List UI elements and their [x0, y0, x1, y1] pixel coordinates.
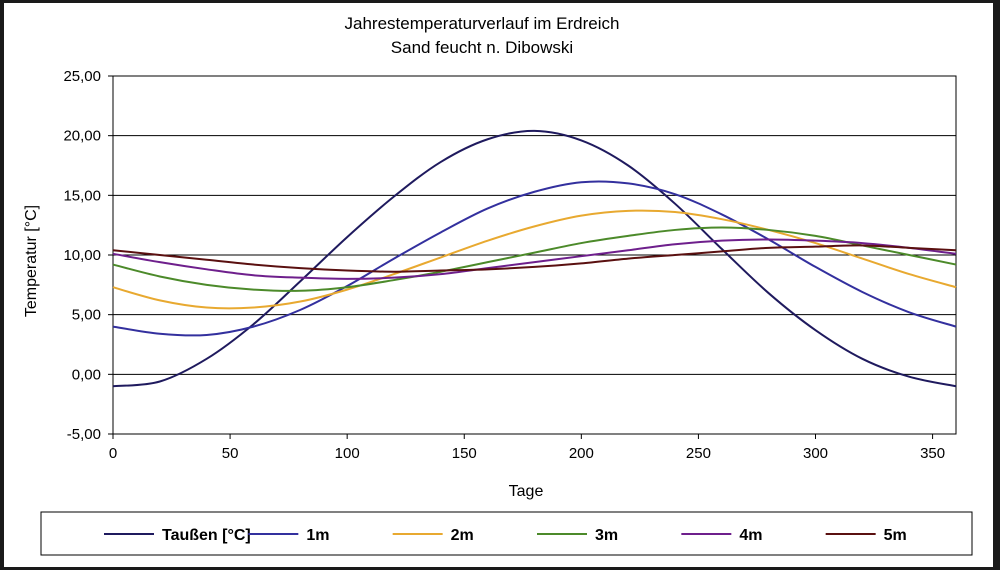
legend-label-4: 3m — [595, 527, 618, 544]
legend-label-5: 4m — [739, 527, 762, 544]
chart-frame: Jahrestemperaturverlauf im Erdreich Sand… — [4, 3, 993, 567]
y-tick-label: 10,00 — [63, 247, 101, 264]
series-line-3 — [112, 209, 957, 310]
series-lines — [112, 129, 957, 388]
gridlines — [113, 75, 956, 435]
y-axis-label: Temperatur [°C] — [23, 205, 40, 317]
y-tick-label: 0,00 — [72, 366, 101, 383]
chart-title: Jahrestemperaturverlauf im Erdreich — [345, 14, 620, 33]
series-line-4 — [112, 226, 957, 292]
x-axis-ticks: 0 50 100 150 200 250 300 350 — [109, 434, 945, 462]
x-tick-label: 200 — [569, 445, 594, 462]
x-axis-label: Tage — [509, 483, 544, 500]
y-tick-label: -5,00 — [67, 426, 101, 443]
x-tick-label: 300 — [803, 445, 828, 462]
x-tick-label: 0 — [109, 445, 117, 462]
legend-label-6: 5m — [884, 527, 907, 544]
legend-label-1: Taußen [°C] — [162, 527, 251, 544]
x-tick-label: 150 — [452, 445, 477, 462]
series-line-5 — [112, 238, 957, 280]
x-tick-label: 250 — [686, 445, 711, 462]
y-tick-label: 20,00 — [63, 128, 101, 145]
series-line-1 — [112, 129, 957, 388]
x-tick-label: 50 — [222, 445, 239, 462]
chart-subtitle: Sand feucht n. Dibowski — [391, 38, 573, 57]
series-line-2 — [112, 180, 957, 337]
x-tick-label: 350 — [920, 445, 945, 462]
line-chart: Jahrestemperaturverlauf im Erdreich Sand… — [23, 14, 973, 556]
legend-label-3: 2m — [451, 527, 474, 544]
y-tick-label: 15,00 — [63, 187, 101, 204]
y-axis-ticks: -5,00 0,00 5,00 10,00 15,00 20,00 25,00 — [63, 68, 113, 443]
x-tick-label: 100 — [335, 445, 360, 462]
legend: Taußen [°C] 1m 2m 3m 4m 5m — [104, 527, 907, 544]
legend-label-2: 1m — [306, 527, 329, 544]
legend-box — [40, 511, 973, 556]
y-tick-label: 25,00 — [63, 68, 101, 85]
y-tick-label: 5,00 — [72, 307, 101, 324]
series-line-6 — [112, 244, 957, 273]
